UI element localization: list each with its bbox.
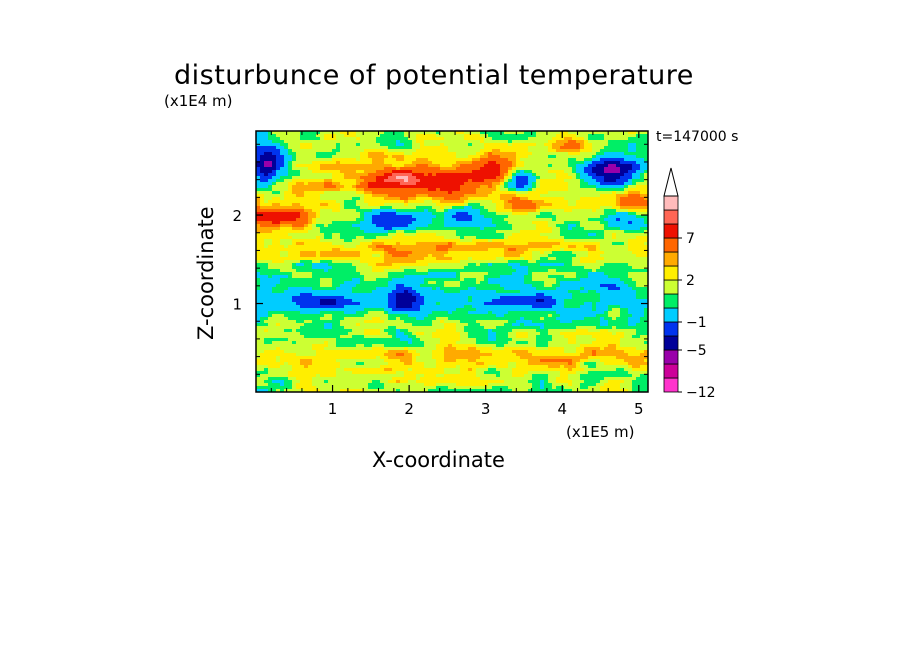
colorbar-swatch xyxy=(663,307,679,323)
x-axis-unit: (x1E5 m) xyxy=(566,423,635,441)
colorbar xyxy=(663,167,679,393)
colorbar-swatch xyxy=(663,363,679,379)
colorbar-swatch xyxy=(663,265,679,281)
x-tick-label: 4 xyxy=(557,400,567,418)
colorbar-swatch xyxy=(663,335,679,351)
chart-title: disturbunce of potential temperature xyxy=(174,60,694,91)
x-tick-label: 5 xyxy=(634,400,644,418)
colorbar-swatch xyxy=(663,321,679,337)
y-tick-label: 1 xyxy=(232,296,242,314)
colorbar-swatch xyxy=(663,251,679,267)
colorbar-swatch xyxy=(663,377,679,393)
y-tick-label: 2 xyxy=(232,207,242,225)
y-axis-unit: (x1E4 m) xyxy=(164,92,233,110)
colorbar-tick-label: 2 xyxy=(686,273,695,289)
colorbar-swatch xyxy=(663,349,679,365)
x-axis-label: X-coordinate xyxy=(372,448,505,472)
colorbar-tick-label: −5 xyxy=(686,343,707,359)
colorbar-extend-arrow xyxy=(663,167,679,197)
colorbar-tick-label: −12 xyxy=(686,385,716,401)
contour-field xyxy=(256,131,649,393)
colorbar-swatch xyxy=(663,293,679,309)
colorbar-tick-label: −1 xyxy=(686,315,707,331)
plot-frame xyxy=(255,130,649,393)
colorbar-swatch xyxy=(663,279,679,295)
x-tick-label: 1 xyxy=(328,400,338,418)
colorbar-swatch xyxy=(663,237,679,253)
colorbar-tick-label: 7 xyxy=(686,231,695,247)
x-tick-label: 3 xyxy=(481,400,491,418)
time-label: t=147000 s xyxy=(656,129,739,145)
colorbar-swatch xyxy=(663,209,679,225)
x-tick-label: 2 xyxy=(404,400,414,418)
colorbar-swatch xyxy=(663,195,679,211)
colorbar-swatch xyxy=(663,223,679,239)
